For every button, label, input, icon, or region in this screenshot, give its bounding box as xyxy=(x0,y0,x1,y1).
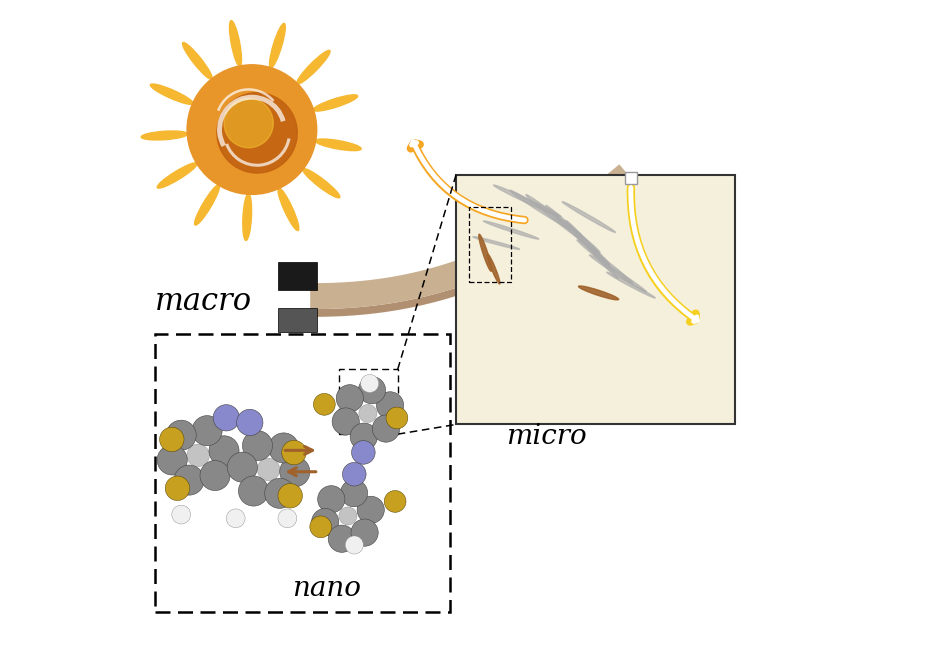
Ellipse shape xyxy=(302,168,339,198)
Circle shape xyxy=(361,375,378,393)
Circle shape xyxy=(359,404,377,422)
Circle shape xyxy=(209,435,239,466)
Circle shape xyxy=(358,376,386,404)
Bar xyxy=(278,262,316,290)
Ellipse shape xyxy=(182,43,212,80)
Circle shape xyxy=(200,461,230,491)
Circle shape xyxy=(340,480,367,507)
Circle shape xyxy=(174,465,204,495)
Circle shape xyxy=(187,65,316,194)
Bar xyxy=(278,308,316,332)
Ellipse shape xyxy=(577,240,634,284)
Ellipse shape xyxy=(494,185,561,216)
Circle shape xyxy=(282,441,306,465)
Circle shape xyxy=(314,393,335,415)
Ellipse shape xyxy=(142,131,188,140)
Ellipse shape xyxy=(315,139,361,150)
Circle shape xyxy=(257,458,280,481)
Circle shape xyxy=(160,427,184,452)
Circle shape xyxy=(216,93,297,173)
Circle shape xyxy=(242,431,273,461)
Circle shape xyxy=(351,423,377,450)
Ellipse shape xyxy=(562,202,615,233)
Circle shape xyxy=(376,392,403,419)
Bar xyxy=(339,369,398,434)
Bar xyxy=(625,172,636,184)
Circle shape xyxy=(224,98,273,148)
Text: macro: macro xyxy=(154,286,252,317)
Ellipse shape xyxy=(607,272,655,298)
Circle shape xyxy=(172,505,191,524)
Bar xyxy=(469,207,512,282)
Ellipse shape xyxy=(566,220,618,279)
Ellipse shape xyxy=(526,194,600,253)
Circle shape xyxy=(357,496,384,524)
Circle shape xyxy=(328,525,355,552)
Ellipse shape xyxy=(487,254,500,284)
Circle shape xyxy=(237,410,263,435)
Circle shape xyxy=(228,452,257,482)
Bar xyxy=(456,175,734,424)
Ellipse shape xyxy=(242,194,252,240)
Ellipse shape xyxy=(278,188,299,231)
Circle shape xyxy=(278,483,302,508)
Text: nano: nano xyxy=(292,575,361,602)
Circle shape xyxy=(265,478,295,508)
Circle shape xyxy=(187,444,209,467)
Circle shape xyxy=(339,507,357,525)
Circle shape xyxy=(166,420,196,450)
Circle shape xyxy=(342,463,366,486)
Ellipse shape xyxy=(269,23,285,68)
Circle shape xyxy=(312,509,339,536)
Circle shape xyxy=(352,441,376,464)
Circle shape xyxy=(166,476,190,500)
Ellipse shape xyxy=(484,221,539,239)
Circle shape xyxy=(268,433,299,463)
Circle shape xyxy=(384,491,406,513)
Ellipse shape xyxy=(151,84,193,104)
Circle shape xyxy=(336,385,364,412)
Ellipse shape xyxy=(589,255,647,292)
Ellipse shape xyxy=(546,205,610,265)
Polygon shape xyxy=(306,190,641,317)
Ellipse shape xyxy=(194,185,219,225)
Circle shape xyxy=(332,408,359,435)
Circle shape xyxy=(157,445,187,475)
Ellipse shape xyxy=(229,21,241,67)
Ellipse shape xyxy=(297,51,330,84)
Circle shape xyxy=(213,404,240,431)
Ellipse shape xyxy=(510,190,581,235)
Text: micro: micro xyxy=(506,423,587,450)
Circle shape xyxy=(227,509,245,527)
Ellipse shape xyxy=(578,286,619,300)
Polygon shape xyxy=(310,165,636,309)
Circle shape xyxy=(345,536,364,554)
Circle shape xyxy=(239,476,268,506)
Circle shape xyxy=(386,407,408,429)
Circle shape xyxy=(278,509,297,527)
Circle shape xyxy=(373,415,400,442)
Ellipse shape xyxy=(157,163,197,188)
Ellipse shape xyxy=(479,234,491,272)
Polygon shape xyxy=(310,184,641,317)
Ellipse shape xyxy=(473,237,520,249)
Circle shape xyxy=(310,516,331,538)
Ellipse shape xyxy=(314,95,358,111)
Bar xyxy=(154,334,450,612)
Circle shape xyxy=(317,485,345,513)
Circle shape xyxy=(279,457,310,487)
Circle shape xyxy=(192,415,222,446)
Circle shape xyxy=(351,519,378,546)
